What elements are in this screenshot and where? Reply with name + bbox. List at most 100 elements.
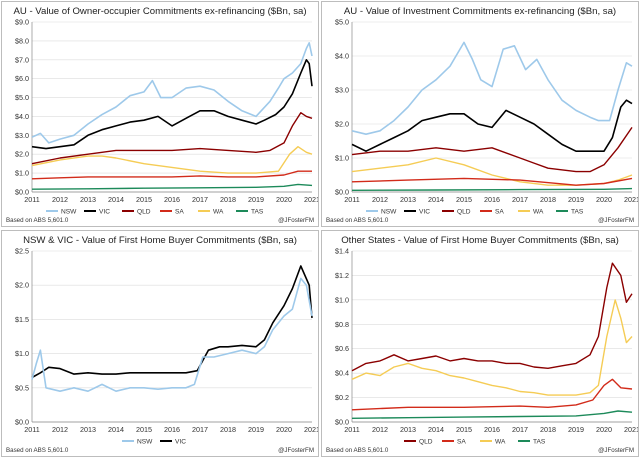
chart-svg: AU - Value of Owner-occupier Commitments…: [6, 6, 318, 224]
x-tick-label: 2012: [372, 195, 388, 204]
series-line-nsw: [351, 41, 633, 135]
x-tick-label: 2021: [304, 195, 318, 204]
y-tick-label: $0.0: [335, 418, 349, 427]
source-note: Based on ABS 5,601.0: [326, 217, 389, 224]
x-tick-label: 2017: [192, 195, 208, 204]
legend-label-sa: SA: [175, 209, 184, 216]
x-tick-label: 2011: [24, 425, 39, 434]
y-tick-label: $1.0: [335, 295, 349, 304]
x-tick-label: 2011: [344, 425, 359, 434]
x-tick-label: 2013: [400, 195, 416, 204]
series-line-vic: [31, 265, 313, 379]
x-tick-label: 2012: [52, 195, 68, 204]
legend-label-qld: QLD: [457, 209, 471, 216]
x-tick-label: 2019: [248, 425, 264, 434]
y-tick-label: $9.0: [15, 18, 29, 27]
x-tick-label: 2019: [248, 195, 264, 204]
y-tick-label: $3.0: [15, 131, 29, 140]
author-handle: @JFosterFM: [278, 447, 314, 454]
legend-label-vic: VIC: [99, 209, 110, 216]
x-tick-label: 2016: [484, 195, 500, 204]
y-tick-label: $0.6: [335, 344, 349, 353]
y-tick-label: $5.0: [15, 93, 29, 102]
x-tick-label: 2011: [344, 195, 359, 204]
x-tick-label: 2018: [540, 425, 556, 434]
series-line-tas: [31, 183, 313, 190]
series-line-qld: [351, 127, 633, 173]
x-tick-label: 2012: [372, 425, 388, 434]
y-tick-label: $4.0: [335, 52, 349, 61]
y-tick-label: $5.0: [335, 18, 349, 27]
legend-label-wa: WA: [495, 439, 506, 446]
x-tick-label: 2018: [220, 425, 236, 434]
x-tick-label: 2013: [80, 195, 96, 204]
legend-label-nsw: NSW: [137, 439, 153, 446]
y-tick-label: $1.0: [15, 349, 29, 358]
legend-label-vic: VIC: [419, 209, 430, 216]
x-tick-label: 2020: [596, 195, 612, 204]
series-line-sa: [31, 170, 312, 180]
series-line-nsw: [31, 42, 313, 144]
series-line-tas: [351, 187, 633, 191]
x-tick-label: 2020: [276, 425, 292, 434]
series-line-nsw: [31, 277, 313, 392]
source-note: Based on ABS 5,601.0: [6, 217, 69, 224]
x-tick-label: 2012: [52, 425, 68, 434]
x-tick-label: 2013: [400, 425, 416, 434]
series-line-sa: [351, 378, 633, 411]
series-line-wa: [31, 146, 313, 174]
y-tick-label: $4.0: [15, 112, 29, 121]
y-tick-label: $0.0: [15, 188, 29, 197]
x-tick-label: 2015: [136, 195, 152, 204]
chart-svg: AU - Value of Investment Commitments ex-…: [326, 6, 638, 224]
chart-title: AU - Value of Owner-occupier Commitments…: [13, 6, 306, 17]
y-tick-label: $7.0: [15, 55, 29, 64]
y-tick-label: $0.8: [335, 320, 349, 329]
x-tick-label: 2014: [428, 425, 444, 434]
y-tick-label: $0.4: [335, 369, 349, 378]
other-states-fhb-chart-panel: Other States - Value of First Home Buyer…: [321, 230, 639, 457]
legend-label-qld: QLD: [419, 439, 433, 446]
x-tick-label: 2017: [512, 195, 528, 204]
y-tick-label: $8.0: [15, 36, 29, 45]
x-tick-label: 2018: [540, 195, 556, 204]
x-tick-label: 2021: [624, 425, 638, 434]
nsw-vic-fhb-chart-panel: NSW & VIC - Value of First Home Buyer Co…: [1, 230, 319, 457]
x-tick-label: 2015: [136, 425, 152, 434]
x-tick-label: 2016: [164, 195, 180, 204]
legend-label-wa: WA: [213, 209, 224, 216]
y-tick-label: $0.0: [15, 418, 29, 427]
legend-label-nsw: NSW: [381, 209, 397, 216]
x-tick-label: 2017: [512, 425, 528, 434]
y-tick-label: $0.2: [335, 393, 349, 402]
chart-svg: NSW & VIC - Value of First Home Buyer Co…: [6, 235, 318, 454]
y-tick-label: $1.4: [335, 247, 349, 256]
y-tick-label: $2.5: [15, 247, 29, 256]
x-tick-label: 2021: [624, 195, 638, 204]
legend-label-tas: TAS: [251, 209, 264, 216]
x-tick-label: 2017: [192, 425, 208, 434]
legend-label-qld: QLD: [137, 209, 151, 216]
legend-label-sa: SA: [457, 439, 466, 446]
y-tick-label: $1.0: [335, 154, 349, 163]
y-tick-label: $1.2: [335, 271, 349, 280]
series-line-vic: [31, 59, 313, 150]
y-tick-label: $2.0: [15, 150, 29, 159]
chart-title: Other States - Value of First Home Buyer…: [341, 235, 619, 246]
x-tick-label: 2018: [220, 195, 236, 204]
investment-chart-panel: AU - Value of Investment Commitments ex-…: [321, 1, 639, 227]
source-note: Based on ABS 5,601.0: [326, 447, 389, 454]
x-tick-label: 2020: [276, 195, 292, 204]
y-tick-label: $2.0: [15, 281, 29, 290]
x-tick-label: 2015: [456, 195, 472, 204]
x-tick-label: 2016: [164, 425, 180, 434]
legend-label-nsw: NSW: [61, 209, 77, 216]
x-tick-label: 2019: [568, 195, 584, 204]
author-handle: @JFosterFM: [278, 217, 314, 224]
x-tick-label: 2021: [304, 425, 318, 434]
legend-label-tas: TAS: [571, 209, 584, 216]
legend-label-sa: SA: [495, 209, 504, 216]
legend-label-wa: WA: [533, 209, 544, 216]
legend-label-tas: TAS: [533, 439, 546, 446]
x-tick-label: 2014: [428, 195, 444, 204]
